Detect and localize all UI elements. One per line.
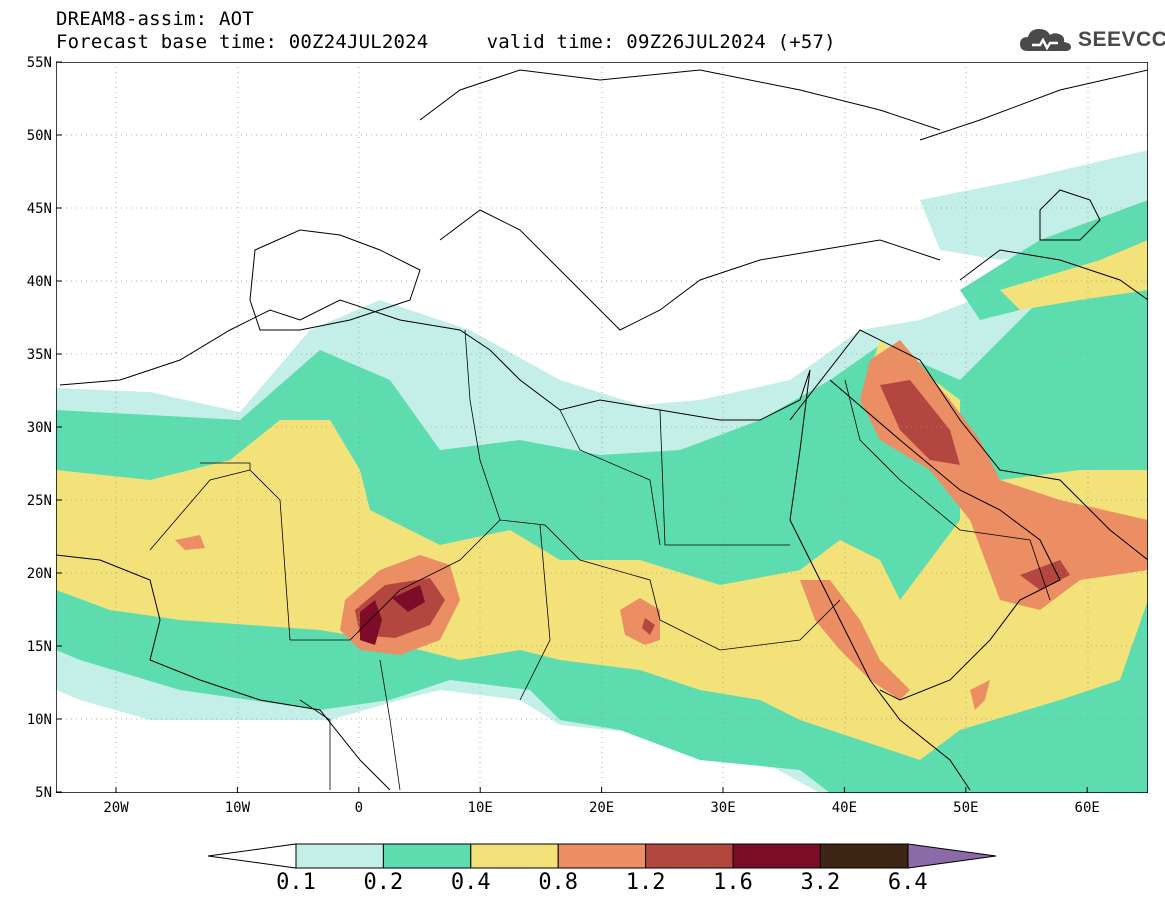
- colorbar-high-arrow: [907, 843, 997, 869]
- lat-label: 20N: [27, 566, 52, 582]
- cloud-icon: [1020, 29, 1071, 51]
- colorbar-box: [470, 843, 559, 869]
- longitude-labels: 20W 10W 0 10E 20E 30E 40E 50E 60E: [103, 787, 1100, 816]
- lat-label: 25N: [27, 493, 52, 509]
- lon-label: 20E: [589, 800, 614, 816]
- colorbar-tick-label: 6.4: [887, 870, 928, 895]
- colorbar-box: [557, 843, 647, 869]
- lat-label: 55N: [27, 55, 52, 71]
- title-line-1: DREAM8-assim: AOT: [56, 8, 254, 30]
- lat-label: 15N: [27, 639, 52, 655]
- country-borders: [149, 329, 1051, 791]
- logo-text: SEEVCCC: [1078, 28, 1165, 51]
- lon-label: 40E: [832, 800, 857, 816]
- colorbar-tick-label: 0.2: [363, 870, 404, 895]
- lat-label: 45N: [27, 201, 52, 217]
- colorbar-tick-label: 0.8: [538, 870, 579, 895]
- logo: SEEVCCC: [1018, 22, 1165, 58]
- colorbar-box: [732, 843, 821, 869]
- lon-label: 0: [355, 800, 363, 816]
- colorbar: [207, 843, 997, 869]
- colorbar-tick-label: 3.2: [800, 870, 841, 895]
- colorbar-box: [645, 843, 734, 869]
- lat-label: 30N: [27, 420, 52, 436]
- lat-label: 5N: [35, 785, 52, 801]
- lat-label: 10N: [27, 712, 52, 728]
- colorbar-tick-label: 0.4: [450, 870, 491, 895]
- lon-label: 60E: [1075, 800, 1100, 816]
- lon-label: 50E: [953, 800, 978, 816]
- colorbar-box: [295, 843, 384, 869]
- colorbar-tick-label: 1.6: [713, 870, 753, 895]
- colorbar-box: [382, 843, 472, 869]
- colorbar-box: [819, 843, 909, 869]
- coastlines: [56, 69, 1148, 791]
- aot-band-1-6: [360, 585, 425, 645]
- lon-label: 10E: [468, 800, 493, 816]
- lat-label: 40N: [27, 274, 52, 290]
- lon-label: 30E: [710, 800, 735, 816]
- title-line-2: Forecast base time: 00Z24JUL2024 valid t…: [56, 31, 836, 53]
- colorbar-low-arrow: [207, 843, 297, 869]
- lat-label: 35N: [27, 347, 52, 363]
- latitude-labels: 55N 50N 45N 40N 35N 30N 25N 20N 15N 10N 5N: [27, 55, 62, 801]
- colorbar-tick-label: 0.1: [276, 870, 316, 895]
- lon-label: 20W: [103, 800, 129, 816]
- colorbar-tick-label: 1.2: [625, 870, 666, 895]
- lon-label: 10W: [225, 800, 251, 816]
- lat-label: 50N: [27, 128, 52, 144]
